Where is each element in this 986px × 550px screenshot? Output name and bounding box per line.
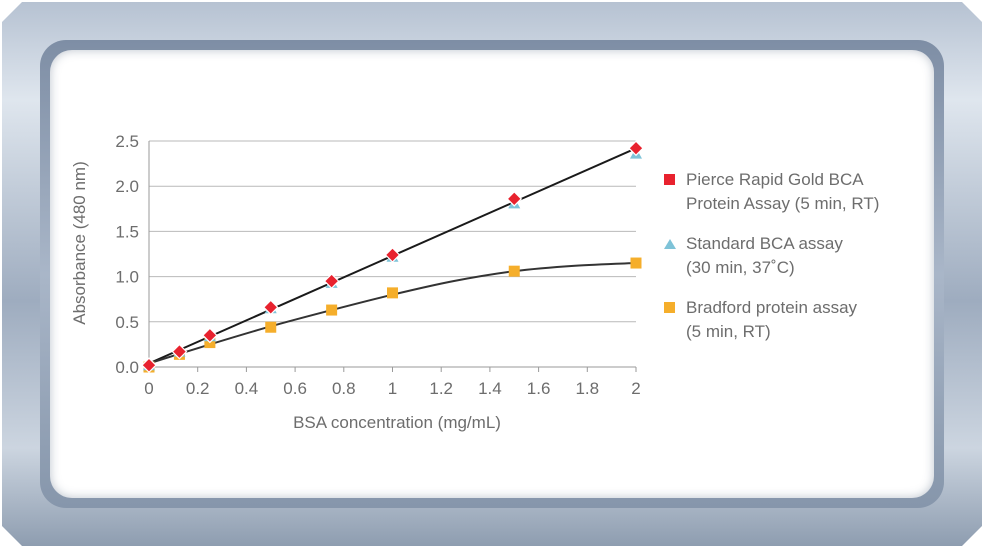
axes	[148, 141, 637, 372]
legend-label-line: Pierce Rapid Gold BCA	[686, 170, 864, 189]
x-tick-label: 0.4	[235, 379, 259, 398]
data-point-rapid-gold-bca	[506, 191, 523, 207]
x-tick-label: 1.2	[429, 379, 453, 398]
legend-marker-triangle	[664, 239, 676, 249]
legend-label-line: Standard BCA assay	[686, 234, 843, 253]
legend-marker-square	[664, 174, 675, 185]
y-axis-title: Absorbance (480 nm)	[70, 161, 89, 324]
x-tick-label: 1.6	[527, 379, 551, 398]
legend-marker-square	[664, 302, 675, 313]
x-tick-labels: 0 0.2 0.4 0.6 0.8 1 1.2 1.4 1.6 1.8 2	[144, 379, 640, 398]
legend-label-line: (5 min, RT)	[686, 322, 771, 341]
legend-item-standard-bca: Standard BCA assay (30 min, 37˚C)	[662, 232, 932, 280]
trendline-curve	[148, 262, 637, 365]
y-tick-label: 2.0	[115, 177, 139, 196]
x-tick-label: 2	[631, 379, 640, 398]
data-point-bradford	[387, 287, 398, 299]
legend: Pierce Rapid Gold BCA Protein Assay (5 m…	[662, 168, 932, 360]
legend-item-rapid-gold-bca: Pierce Rapid Gold BCA Protein Assay (5 m…	[662, 168, 932, 216]
y-tick-label: 2.5	[115, 132, 139, 151]
x-tick-label: 0.6	[283, 379, 307, 398]
x-axis-title: BSA concentration (mg/mL)	[293, 413, 501, 432]
y-tick-label: 1.5	[115, 222, 139, 241]
data-point-rapid-gold-bca	[628, 140, 644, 157]
data-point-bradford	[508, 265, 520, 277]
data-point-rapid-gold-bca	[262, 299, 279, 316]
x-tick-label: 0.8	[332, 379, 356, 398]
data-point-rapid-gold-bca	[384, 247, 401, 263]
data-point-rapid-gold-bca	[323, 273, 340, 289]
y-tick-label: 1.0	[115, 268, 139, 287]
data-point-rapid-gold-bca	[171, 343, 188, 360]
data-point-bradford	[326, 304, 338, 316]
x-tick-label: 1.4	[478, 379, 502, 398]
grid-lines	[149, 140, 636, 323]
data-points	[141, 140, 644, 374]
x-tick-label: 1.8	[575, 379, 599, 398]
y-tick-label: 0.5	[115, 313, 139, 332]
y-tick-label: 0.0	[115, 358, 139, 377]
legend-label-line: (30 min, 37˚C)	[686, 258, 795, 277]
legend-label-line: Bradford protein assay	[686, 298, 858, 317]
x-tick-label: 0	[144, 379, 153, 398]
legend-label-line: Protein Assay (5 min, RT)	[686, 194, 880, 213]
x-tick-label: 0.2	[186, 379, 210, 398]
data-point-bradford	[630, 257, 642, 269]
y-tick-labels: 0.0 0.5 1.0 1.5 2.0 2.5	[115, 132, 139, 377]
data-point-rapid-gold-bca	[202, 327, 218, 344]
x-tick-label: 1	[388, 379, 397, 398]
legend-item-bradford: Bradford protein assay (5 min, RT)	[662, 296, 932, 344]
data-point-bradford	[265, 321, 277, 333]
data-point-rapid-gold-bca	[141, 357, 157, 374]
